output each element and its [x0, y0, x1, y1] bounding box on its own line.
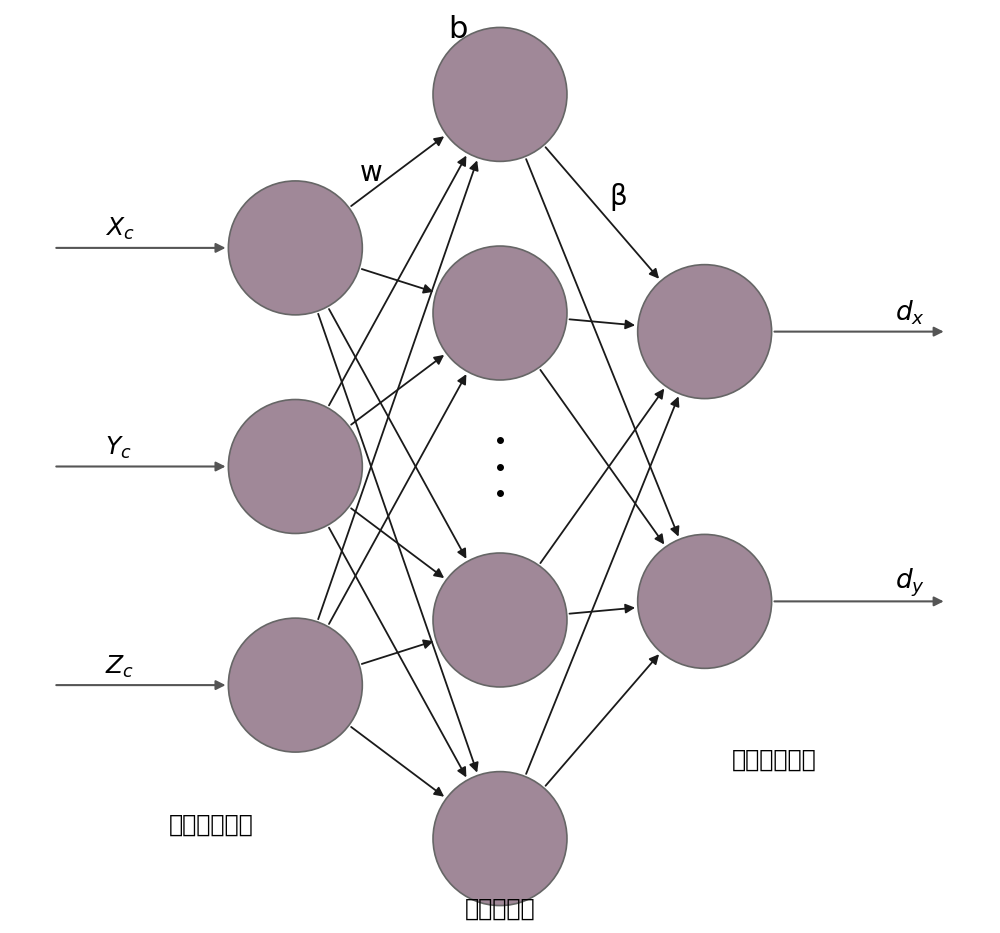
Text: $d_x$: $d_x$: [895, 299, 925, 327]
Text: $Z_c$: $Z_c$: [105, 653, 134, 679]
Text: $Y_c$: $Y_c$: [105, 435, 131, 461]
Text: 输入层神经元: 输入层神经元: [169, 813, 254, 837]
Circle shape: [433, 27, 567, 161]
Circle shape: [433, 772, 567, 906]
Text: b: b: [448, 15, 468, 44]
Text: $X_c$: $X_c$: [105, 216, 134, 243]
Circle shape: [433, 553, 567, 687]
Circle shape: [228, 399, 362, 534]
Circle shape: [638, 265, 772, 398]
Circle shape: [228, 619, 362, 752]
Text: 输出层神经元: 输出层神经元: [732, 747, 817, 772]
Text: $d_y$: $d_y$: [895, 566, 925, 599]
Text: β: β: [609, 183, 627, 211]
Text: w: w: [360, 160, 383, 188]
Circle shape: [433, 246, 567, 380]
Text: 隐层神经元: 隐层神经元: [465, 897, 535, 920]
Circle shape: [228, 181, 362, 314]
Circle shape: [638, 535, 772, 668]
